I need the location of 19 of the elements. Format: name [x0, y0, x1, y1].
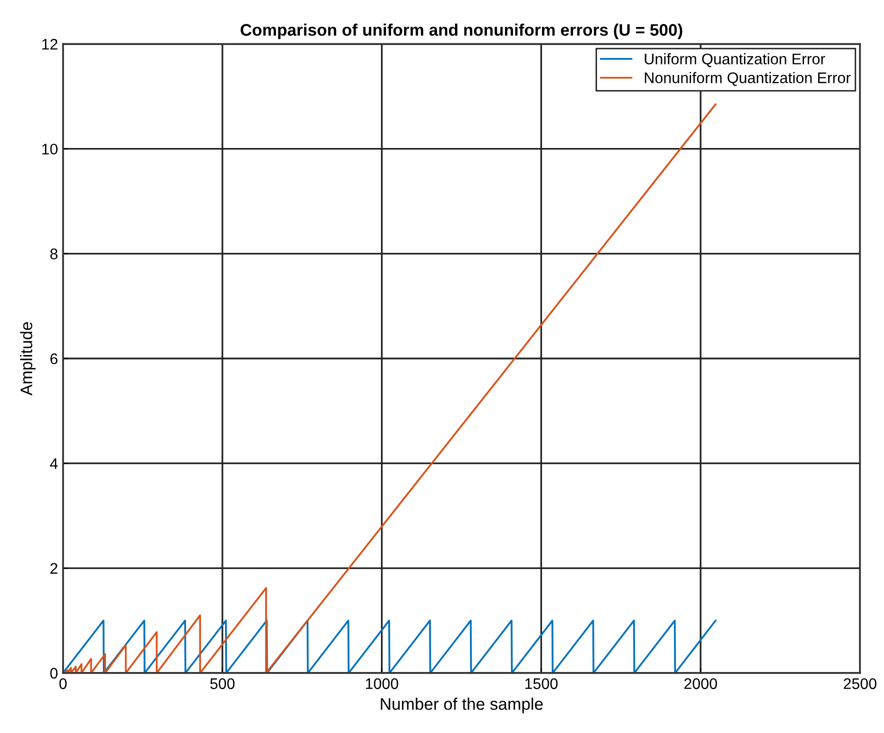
legend-label: Uniform Quantization Error — [644, 53, 826, 68]
y-tick-label: 10 — [42, 144, 58, 155]
x-tick-label: 1000 — [366, 678, 398, 690]
line-series — [63, 103, 716, 673]
x-tick-label: 1500 — [525, 678, 558, 690]
y-tick-label: 2 — [50, 563, 58, 574]
y-tick-label: 0 — [50, 668, 58, 679]
x-tick-label: 2000 — [684, 678, 717, 690]
y-tick-label: 8 — [50, 248, 58, 260]
legend-label: Nonuniform Quantization Error — [644, 72, 851, 86]
y-axis-title: Amplitude — [20, 322, 36, 396]
chart-title: Comparison of uniform and nonuniform errors (U = 500) — [240, 24, 682, 40]
x-axis-title: Number of the sample — [380, 698, 543, 714]
x-tick-label: 500 — [210, 678, 235, 690]
y-tick-label: 6 — [50, 353, 58, 364]
y-tick-label: 4 — [50, 458, 58, 469]
y-tick-label: 12 — [42, 38, 58, 50]
x-tick-label: 0 — [59, 678, 67, 690]
x-tick-label: 2500 — [844, 678, 876, 690]
